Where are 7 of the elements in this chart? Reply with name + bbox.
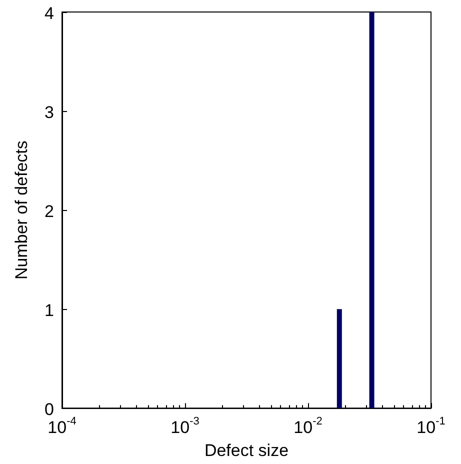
y-tick-label: 2 [44,202,54,222]
y-tick-label: 3 [44,103,54,122]
y-tick-label: 4 [44,4,54,23]
y-tick-label: 0 [44,400,54,420]
x-axis-title: Defect size [204,441,289,460]
y-tick-label: 1 [44,301,54,320]
y-axis-title: Number of defects [12,140,31,280]
